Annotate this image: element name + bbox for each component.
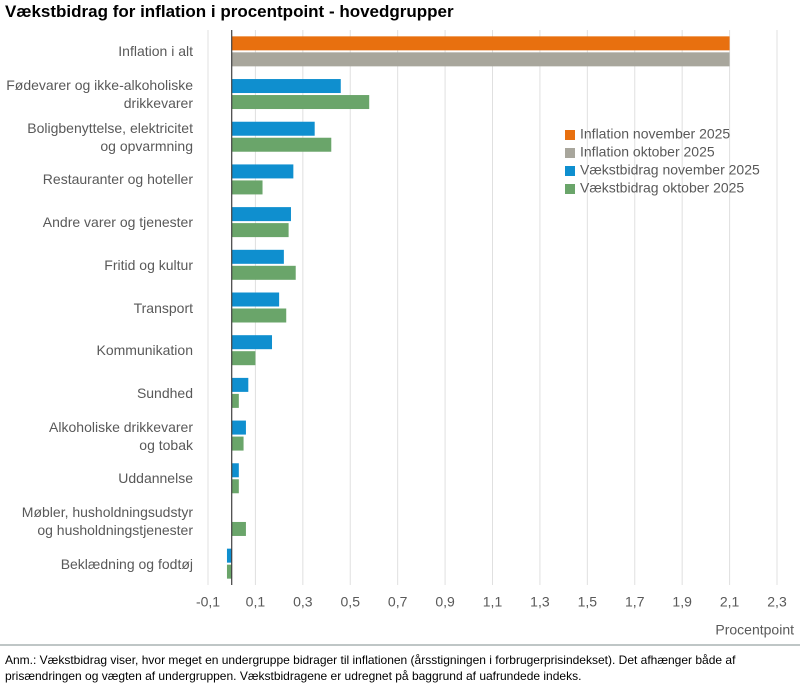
bar bbox=[231, 223, 289, 238]
bar bbox=[226, 564, 232, 579]
category-label: Beklædning og fodtøj bbox=[60, 555, 193, 572]
x-tick-label: 1,5 bbox=[578, 594, 598, 610]
x-tick-label: 1,3 bbox=[530, 594, 550, 610]
x-tick-label: 2,1 bbox=[720, 594, 740, 610]
bar bbox=[231, 207, 291, 222]
bar bbox=[231, 249, 284, 264]
bar bbox=[231, 463, 239, 478]
bar bbox=[231, 79, 341, 94]
category-label: Sundhed bbox=[136, 384, 193, 401]
x-axis-label: Procentpoint bbox=[715, 622, 794, 638]
x-tick-label: 0,3 bbox=[293, 594, 313, 610]
bar bbox=[231, 308, 287, 323]
bar bbox=[231, 36, 730, 51]
bar bbox=[231, 164, 294, 179]
category-label: Andre varer og tjenester bbox=[42, 214, 193, 231]
bar bbox=[231, 292, 280, 307]
x-tick-label: 0,1 bbox=[246, 594, 266, 610]
category-label: Uddannelse bbox=[118, 470, 193, 487]
legend-label: Vækstbidrag november 2025 bbox=[580, 162, 760, 178]
bar bbox=[231, 52, 730, 67]
bar bbox=[231, 393, 239, 408]
x-tick-label: 0,7 bbox=[388, 594, 408, 610]
legend-swatch bbox=[565, 148, 575, 158]
category-label: Boligbenyttelse, elektricitet og opvarmn… bbox=[27, 119, 193, 154]
bar bbox=[231, 351, 256, 366]
category-label: Transport bbox=[133, 299, 193, 316]
x-tick-label: 2,3 bbox=[767, 594, 787, 610]
x-tick-label: 1,1 bbox=[483, 594, 503, 610]
bar bbox=[231, 377, 249, 392]
chart-title: Vækstbidrag for inflation i procentpoint… bbox=[5, 2, 454, 21]
x-tick-label: 1,9 bbox=[672, 594, 692, 610]
category-label: Fritid og kultur bbox=[104, 256, 193, 273]
bar bbox=[231, 436, 244, 451]
note: Anm.: Vækstbidrag viser, hvor meget en u… bbox=[5, 653, 736, 683]
legend-label: Inflation november 2025 bbox=[580, 126, 730, 142]
x-tick-label: -0,1 bbox=[196, 594, 220, 610]
legend-label: Inflation oktober 2025 bbox=[580, 144, 715, 160]
category-label: Fødevarer og ikke-alkoholiske drikkevare… bbox=[6, 77, 193, 112]
legend-swatch bbox=[565, 184, 575, 194]
category-label: Alkoholiske drikkevarer og tobak bbox=[49, 418, 193, 453]
x-tick-label: 0,5 bbox=[341, 594, 361, 610]
legend-swatch bbox=[565, 166, 575, 176]
category-label: Møbler, husholdningsudstyr og husholdnin… bbox=[21, 503, 193, 538]
bar bbox=[231, 265, 296, 280]
bar bbox=[231, 137, 332, 152]
x-tick-label: 1,7 bbox=[625, 594, 645, 610]
bar bbox=[226, 548, 232, 563]
bar bbox=[231, 180, 263, 195]
x-tick-label: 0,9 bbox=[435, 594, 455, 610]
bar bbox=[231, 479, 239, 494]
category-label: Restauranter og hoteller bbox=[42, 171, 193, 188]
bar bbox=[231, 420, 246, 435]
bar bbox=[231, 335, 273, 350]
bar bbox=[231, 521, 246, 536]
legend-label: Vækstbidrag oktober 2025 bbox=[580, 180, 744, 196]
category-label: Inflation i alt bbox=[118, 43, 193, 60]
legend-swatch bbox=[565, 130, 575, 140]
bar bbox=[231, 95, 370, 110]
bar bbox=[231, 121, 315, 136]
category-label: Kommunikation bbox=[96, 342, 194, 359]
